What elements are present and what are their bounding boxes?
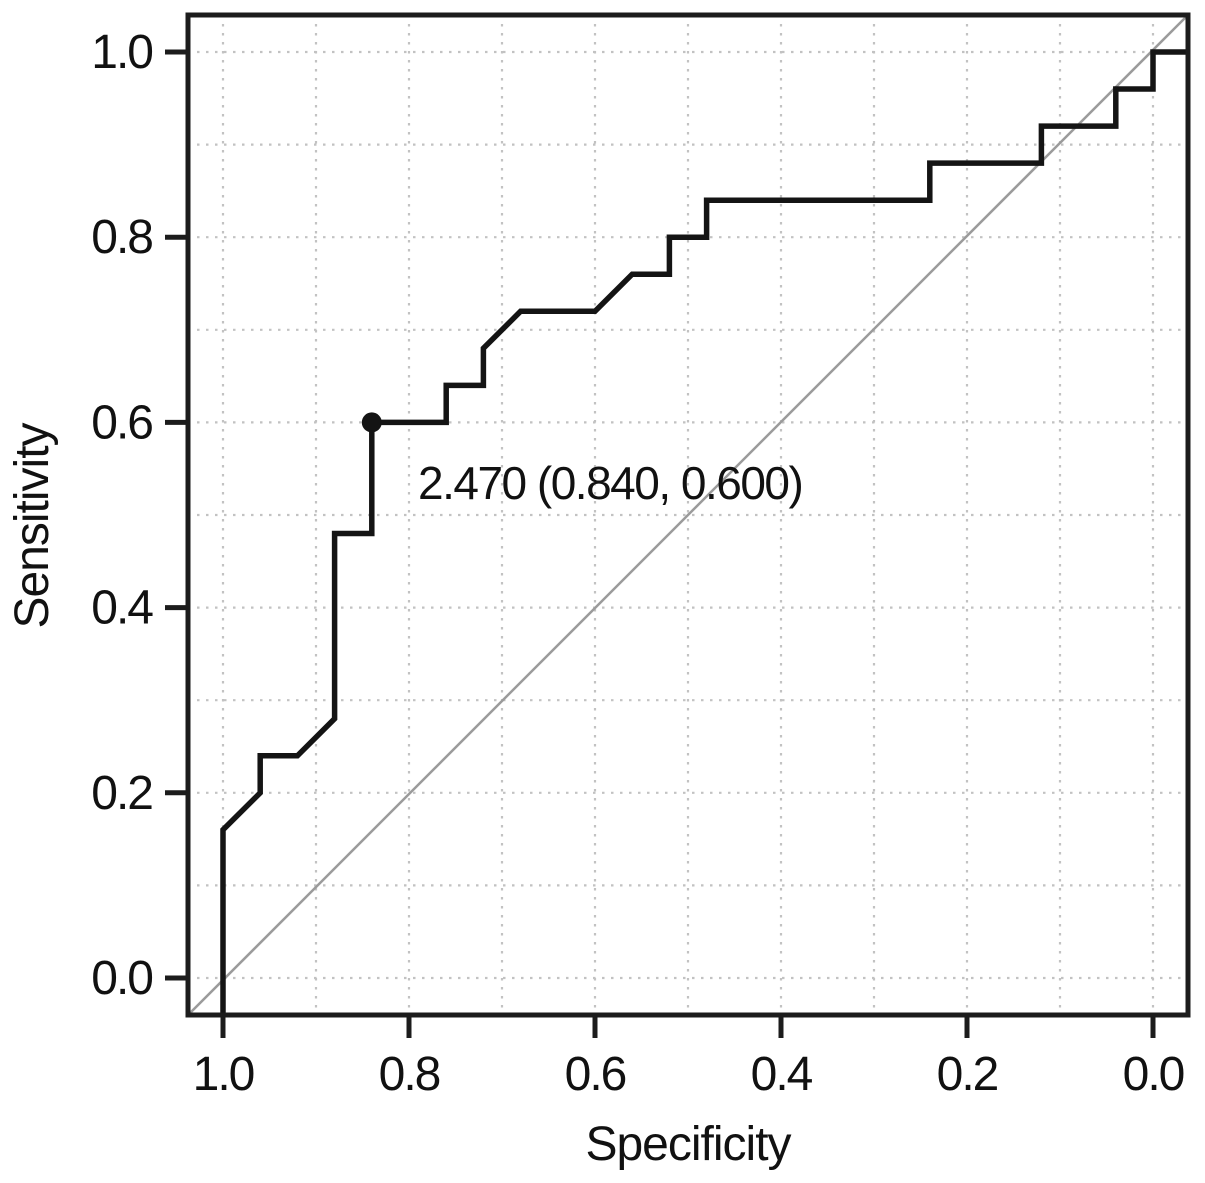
cutoff-annotation: 2.470 (0.840, 0.600) [418,457,802,509]
reference-diagonal [187,14,1189,1016]
x-tick-label: 0.2 [937,1048,998,1101]
y-tick-label: 0.8 [91,211,152,264]
plot-panel-border [185,12,1191,1018]
y-axis-title: Sensitivity [6,422,59,628]
x-tick-label: 1.0 [193,1048,254,1101]
x-tick-label: 0.6 [565,1048,626,1101]
y-tick-label: 1.0 [91,26,152,79]
x-tick-label: 0.4 [751,1048,813,1101]
reference-diagonal-line [187,14,1189,1016]
roc-curve-line [220,49,1189,1015]
cutoff-point-marker [361,412,382,433]
roc-curve [220,49,1189,1015]
y-tick-label: 0.6 [91,396,152,449]
x-tick-label: 0.8 [379,1048,440,1101]
x-tick-label: 0.0 [1123,1048,1184,1101]
y-tick-labels: 0.0 0.2 0.4 0.6 0.8 1.0 [91,26,155,1005]
axis-ticks [165,49,1156,1038]
y-tick-label: 0.0 [91,952,152,1005]
x-axis-title: Specificity [585,1118,791,1171]
y-tick-label: 0.4 [91,582,153,635]
y-tick-label: 0.2 [91,767,152,820]
x-tick-labels: 1.0 0.8 0.6 0.4 0.2 0.0 [193,1048,1186,1101]
